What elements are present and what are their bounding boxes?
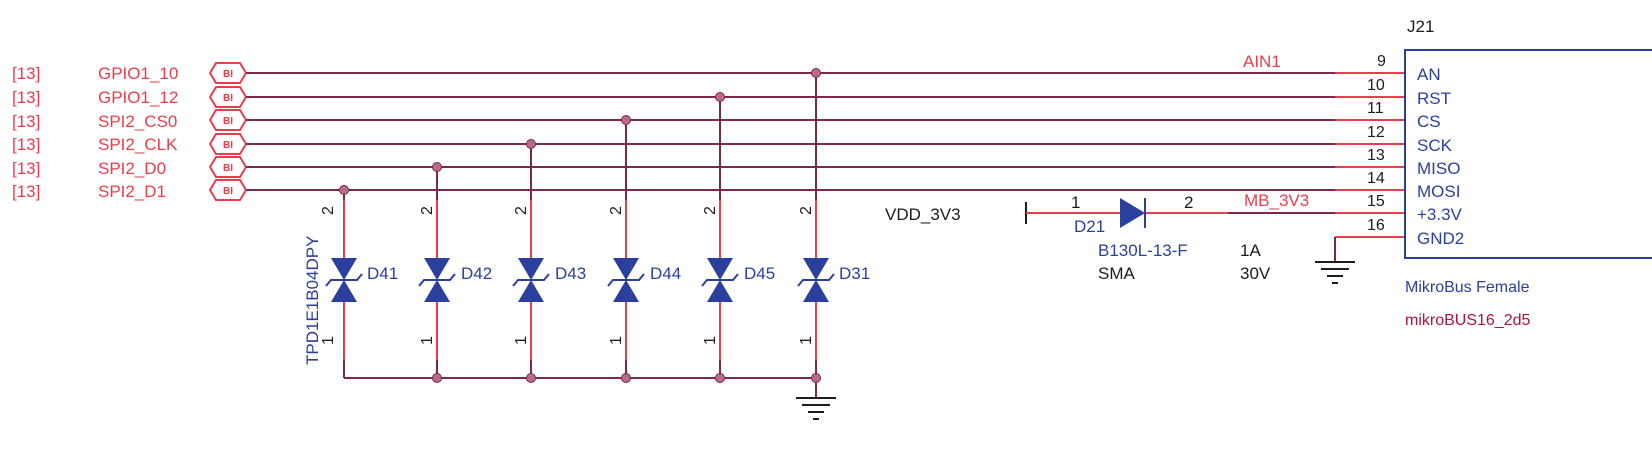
svg-text:1: 1 (702, 336, 719, 345)
diode-voltage: 30V (1240, 264, 1271, 283)
tvs-diode-array: 2 1 D41 2 1 D42 2 1 D43 (303, 68, 870, 420)
svg-text:2: 2 (1184, 193, 1193, 212)
tvs-part-number: TPD1E1B04DPY (303, 236, 322, 365)
signal-name: SPI2_D1 (98, 182, 166, 201)
svg-text:2: 2 (513, 206, 530, 215)
signal-name: GPIO1_10 (98, 64, 178, 83)
svg-text:BI: BI (223, 186, 233, 197)
svg-text:15: 15 (1367, 193, 1385, 210)
diode-package: SMA (1098, 264, 1136, 283)
bi-flag: BI (208, 109, 248, 131)
bi-flag: BI (208, 156, 248, 178)
ground-icon (1315, 261, 1355, 284)
svg-text:BI: BI (223, 140, 233, 151)
diode-ref: D31 (839, 264, 870, 283)
connector-ground (1315, 237, 1355, 284)
signal-name: SPI2_D0 (98, 159, 166, 178)
signal-name: SPI2_CLK (98, 135, 178, 154)
svg-text:2: 2 (419, 206, 436, 215)
signal-name: GPIO1_12 (98, 88, 178, 107)
tvs-diode-d31: 2 1 D31 (797, 200, 870, 360)
svg-text:1: 1 (798, 336, 815, 345)
pin-name: MISO (1417, 159, 1460, 178)
tvs-diode-d45: 2 1 D45 (701, 200, 775, 360)
svg-text:BI: BI (223, 116, 233, 127)
signal-wires (246, 72, 1405, 238)
diode-current: 1A (1240, 241, 1261, 260)
bi-flag: BI (208, 86, 248, 108)
diode-ref: D42 (461, 264, 492, 283)
signal-ref: [13] (12, 88, 40, 107)
ground-icon (796, 397, 836, 420)
svg-text:1: 1 (419, 336, 436, 345)
diode-ref: D43 (555, 264, 586, 283)
net-label-ain1: AIN1 (1243, 52, 1281, 71)
bi-flag: BI (208, 133, 248, 155)
svg-text:14: 14 (1367, 170, 1385, 187)
connector-footprint: mikroBUS16_2d5 (1405, 312, 1531, 329)
svg-text:BI: BI (223, 93, 233, 104)
svg-text:13: 13 (1367, 147, 1385, 164)
svg-text:11: 11 (1367, 100, 1384, 117)
diode-ref: D45 (744, 264, 775, 283)
diode-part-number: B130L-13-F (1098, 241, 1188, 260)
signal-ref: [13] (12, 135, 40, 154)
svg-text:2: 2 (608, 206, 625, 215)
signal-ref: [13] (12, 64, 40, 83)
signal-name: SPI2_CS0 (98, 112, 177, 131)
junction-dot (715, 373, 725, 383)
svg-text:1: 1 (513, 336, 530, 345)
connector-ref: J21 (1407, 17, 1434, 36)
tvs-diode-d44: 2 1 D44 (607, 200, 681, 360)
net-label-mb3v3: MB_3V3 (1244, 191, 1309, 210)
svg-text:2: 2 (320, 206, 337, 215)
diode-ref: D21 (1074, 217, 1105, 236)
pin-name: RST (1417, 89, 1451, 108)
diode-ref: D44 (650, 264, 681, 283)
connector-j21: J21 9 10 11 12 13 14 15 16 AN RST CS SCK… (1367, 17, 1652, 329)
junction-dot (621, 373, 631, 383)
net-label-vdd: VDD_3V3 (885, 205, 961, 224)
junction-dot (811, 68, 821, 78)
svg-text:1: 1 (608, 336, 625, 345)
connector-description: MikroBus Female (1405, 279, 1530, 296)
diode-ref: D41 (367, 264, 398, 283)
pin-name: CS (1417, 112, 1441, 131)
junction-dot (526, 139, 536, 149)
pin-name: GND2 (1417, 229, 1464, 248)
bi-flag: BI (208, 179, 248, 201)
pin-name: AN (1417, 65, 1441, 84)
svg-text:10: 10 (1367, 77, 1385, 94)
junction-dot (432, 162, 442, 172)
junction-dot (432, 373, 442, 383)
svg-text:BI: BI (223, 163, 233, 174)
pin-name: SCK (1417, 136, 1453, 155)
power-input: VDD_3V3 1 2 D21 B130L-13-F SMA 1A 30V MB… (885, 191, 1335, 283)
signal-ref: [13] (12, 159, 40, 178)
pin-name: +3.3V (1417, 205, 1463, 224)
tvs-diode-d42: 2 1 D42 (418, 200, 492, 360)
svg-text:9: 9 (1377, 53, 1386, 70)
junction-dot (526, 373, 536, 383)
tvs-diode-d43: 2 1 D43 (512, 200, 586, 360)
svg-text:16: 16 (1367, 217, 1385, 234)
junction-dot (621, 115, 631, 125)
svg-text:2: 2 (702, 206, 719, 215)
svg-text:2: 2 (798, 206, 815, 215)
svg-text:1: 1 (320, 336, 337, 345)
junction-dot (715, 92, 725, 102)
junction-dot (811, 373, 821, 383)
bi-flag: BI (208, 62, 248, 84)
signal-ref: [13] (12, 112, 40, 131)
schottky-diode-icon (1120, 198, 1145, 228)
signal-ref: [13] (12, 182, 40, 201)
junction-dot (339, 185, 349, 195)
svg-text:1: 1 (1071, 193, 1080, 212)
offpage-signals: [13] [13] [13] [13] [13] [13] GPIO1_10 G… (12, 62, 248, 201)
pin-name: MOSI (1417, 182, 1460, 201)
svg-text:12: 12 (1367, 124, 1385, 141)
svg-text:BI: BI (223, 69, 233, 80)
tvs-diode-d41: 2 1 D41 (320, 200, 398, 360)
